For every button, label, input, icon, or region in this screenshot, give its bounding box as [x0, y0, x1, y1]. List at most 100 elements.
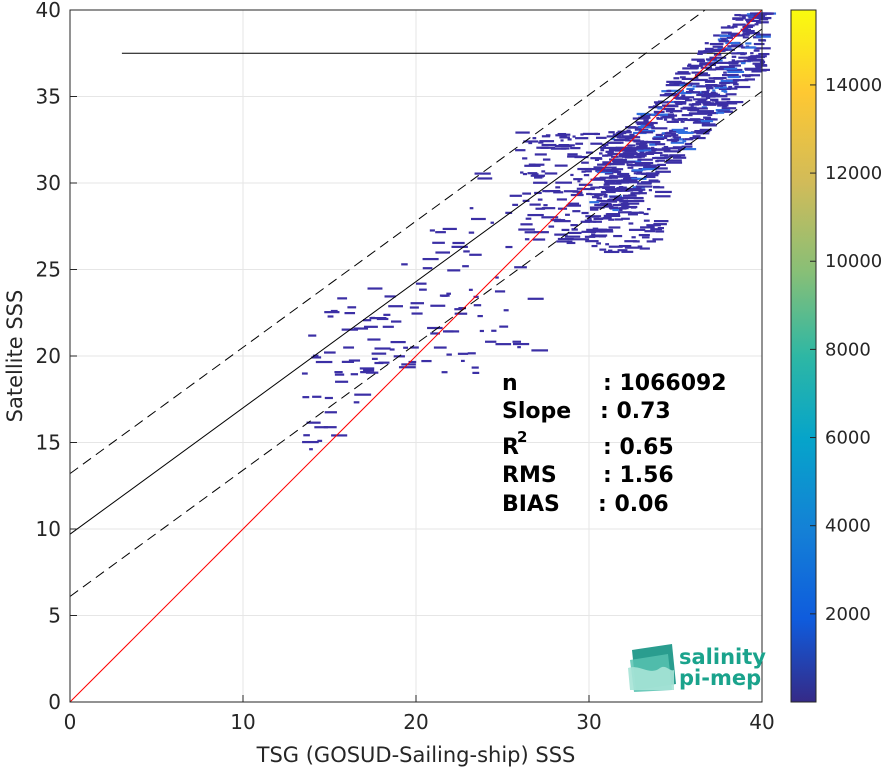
density-mark: [705, 58, 717, 61]
density-mark: [555, 181, 572, 184]
density-mark: [617, 249, 628, 252]
density-mark: [710, 102, 726, 105]
density-mark: [623, 148, 638, 151]
density-mark: [720, 79, 733, 83]
density-mark: [655, 160, 659, 163]
density-mark: [618, 160, 636, 164]
density-mark: [462, 265, 469, 268]
density-mark: [629, 188, 646, 191]
density-mark: [661, 90, 671, 93]
density-mark: [670, 141, 684, 144]
density-mark: [671, 128, 685, 132]
density-mark: [591, 244, 598, 248]
density-mark: [690, 104, 694, 107]
density-mark: [673, 77, 680, 80]
density-mark: [638, 211, 643, 214]
density-mark: [439, 294, 450, 297]
density-mark: [688, 89, 694, 92]
density-mark: [382, 325, 394, 328]
density-mark: [327, 315, 334, 318]
density-mark: [653, 186, 665, 189]
density-mark: [541, 143, 557, 147]
density-mark: [401, 263, 408, 266]
density-mark: [527, 213, 544, 217]
density-mark: [409, 306, 419, 309]
density-mark: [596, 199, 605, 203]
density-mark: [655, 103, 659, 106]
density-mark: [680, 102, 687, 105]
density-mark: [600, 190, 616, 194]
density-mark: [652, 238, 664, 241]
density-mark: [600, 146, 617, 150]
density-mark: [564, 235, 581, 238]
density-mark: [732, 17, 736, 21]
density-mark: [642, 123, 654, 127]
density-mark: [691, 112, 708, 115]
density-mark: [621, 135, 638, 138]
density-mark: [682, 67, 698, 70]
density-mark: [717, 94, 727, 98]
density-mark: [454, 312, 468, 315]
density-mark: [517, 346, 521, 349]
density-mark: [620, 174, 631, 178]
density-mark: [653, 136, 667, 139]
density-mark: [638, 233, 650, 237]
stat-n-label: n: [502, 371, 518, 396]
density-mark: [590, 230, 597, 233]
density-mark: [550, 147, 567, 150]
density-mark: [490, 221, 494, 224]
density-mark: [746, 21, 750, 24]
density-mark: [684, 138, 694, 141]
density-mark: [543, 204, 548, 207]
density-mark: [334, 373, 345, 376]
density-mark: [495, 343, 512, 346]
density-mark: [631, 164, 648, 167]
density-mark: [347, 306, 357, 309]
stat-bias-value: : 0.06: [598, 492, 669, 517]
density-mark: [596, 170, 613, 174]
density-mark: [335, 380, 349, 383]
density-mark: [419, 288, 427, 291]
density-mark: [691, 71, 703, 74]
y-tick-label: 0: [48, 690, 61, 714]
density-mark: [363, 369, 375, 372]
density-mark: [708, 77, 717, 80]
density-mark: [731, 61, 739, 65]
density-mark: [759, 39, 767, 42]
density-mark: [732, 79, 749, 82]
density-mark: [697, 93, 706, 96]
density-mark: [646, 172, 660, 175]
density-mark: [561, 228, 570, 232]
density-mark: [704, 118, 716, 121]
density-mark: [717, 110, 730, 113]
density-mark: [641, 141, 658, 144]
density-mark: [530, 174, 546, 177]
density-mark: [613, 158, 627, 162]
density-mark: [411, 312, 423, 315]
density-mark: [707, 111, 718, 115]
density-mark: [639, 128, 649, 132]
density-mark: [668, 155, 682, 158]
density-mark: [614, 218, 623, 221]
density-mark: [608, 245, 623, 248]
density-mark: [757, 21, 763, 24]
density-mark: [752, 16, 761, 19]
density-mark: [744, 68, 762, 71]
density-mark: [469, 253, 482, 256]
density-mark: [656, 159, 666, 162]
density-mark: [751, 70, 762, 73]
density-mark: [554, 233, 568, 236]
density-mark: [594, 177, 606, 180]
density-mark: [664, 156, 670, 159]
density-mark: [618, 244, 632, 248]
density-mark: [640, 124, 646, 127]
density-mark: [723, 67, 738, 70]
density-mark: [390, 340, 406, 344]
density-mark: [512, 342, 530, 346]
density-mark: [677, 117, 688, 121]
density-mark: [613, 138, 630, 142]
density-mark: [718, 87, 732, 91]
density-mark: [353, 401, 360, 404]
density-mark: [369, 317, 387, 320]
density-mark: [662, 132, 667, 135]
